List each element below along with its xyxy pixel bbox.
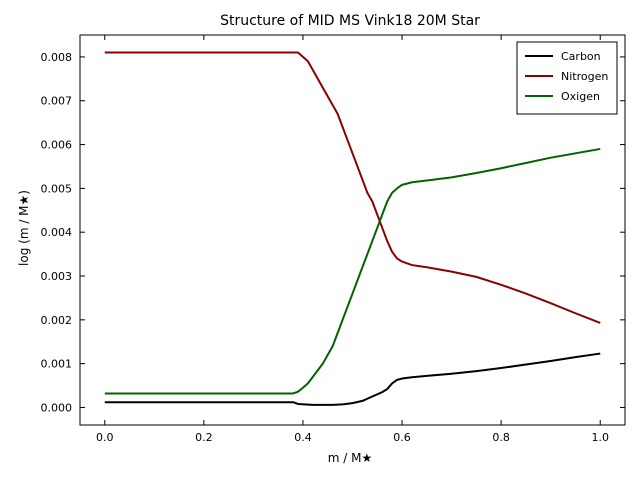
y-tick-label: 0.007 <box>41 95 73 108</box>
x-tick-label: 0.2 <box>195 431 213 444</box>
y-tick-label: 0.008 <box>41 51 73 64</box>
legend-label-nitrogen: Nitrogen <box>561 70 608 83</box>
y-tick-label: 0.001 <box>41 358 73 371</box>
series-line-nitrogen <box>104 51 601 324</box>
ticks-layer: 0.0 0.2 0.4 0.6 0.8 1.0 0.000 0.001 0.002 0.003 0.… <box>41 35 625 444</box>
x-tick-label: 0.0 <box>96 431 114 444</box>
legend-label-carbon: Carbon <box>561 50 601 63</box>
y-axis-label: log (m / M★) <box>17 190 31 266</box>
plot-area <box>79 34 626 426</box>
y-tick-label: 0.006 <box>41 139 73 152</box>
x-axis-label: m / M★ <box>328 451 372 465</box>
y-tick-label: 0.000 <box>41 401 73 414</box>
plot-frame <box>79 34 626 426</box>
legend: Carbon Nitrogen Oxigen <box>516 41 618 115</box>
y-tick-label: 0.003 <box>41 270 73 283</box>
series-layer <box>104 51 601 406</box>
y-tick-label: 0.005 <box>41 182 73 195</box>
x-tick-label: 1.0 <box>591 431 609 444</box>
series-line-oxigen <box>104 147 601 395</box>
x-tick-label: 0.4 <box>294 431 312 444</box>
chart-title: Structure of MID MS Vink18 20M Star <box>220 13 480 29</box>
x-tick-label: 0.8 <box>492 431 510 444</box>
legend-box <box>516 41 618 115</box>
y-tick-label: 0.002 <box>41 314 73 327</box>
legend-label-oxigen: Oxigen <box>561 90 600 103</box>
series-line-carbon <box>104 352 601 406</box>
y-tick-label: 0.004 <box>41 226 73 239</box>
x-tick-label: 0.6 <box>393 431 411 444</box>
